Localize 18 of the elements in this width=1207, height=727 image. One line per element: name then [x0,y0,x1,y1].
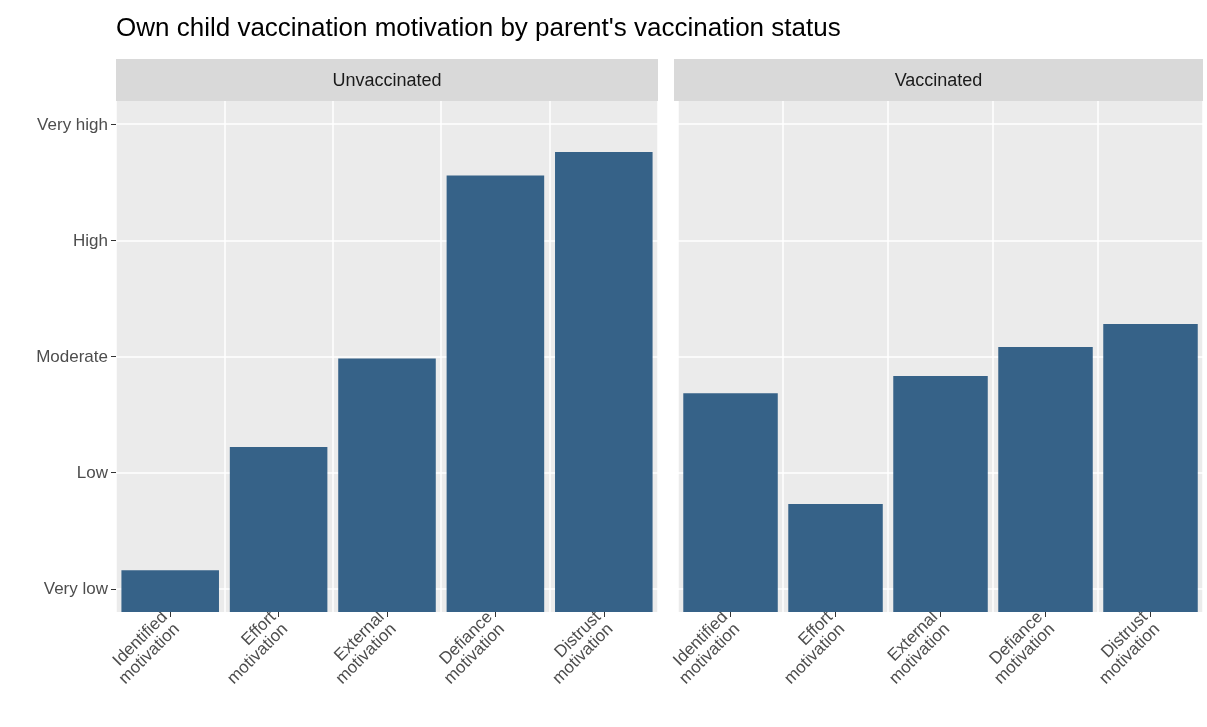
bar [121,570,219,612]
bar [683,393,778,612]
text: Very low [43,579,109,599]
text: Moderate [36,347,108,366]
chart-subtitle: Unvaccinated [332,70,442,90]
text: Very high [37,114,108,134]
bar [998,346,1093,612]
bar [893,376,988,612]
bar [555,152,653,612]
chart-title: Own child vaccination motivation by parent's vaccination status [116,12,841,43]
text: Low [76,463,109,483]
chart-subtitle: Vaccinated [894,70,983,90]
bar [338,358,436,612]
text: High [73,230,108,250]
bar [788,503,883,612]
bar [446,175,545,612]
bar [229,446,328,612]
bar [1103,323,1198,612]
